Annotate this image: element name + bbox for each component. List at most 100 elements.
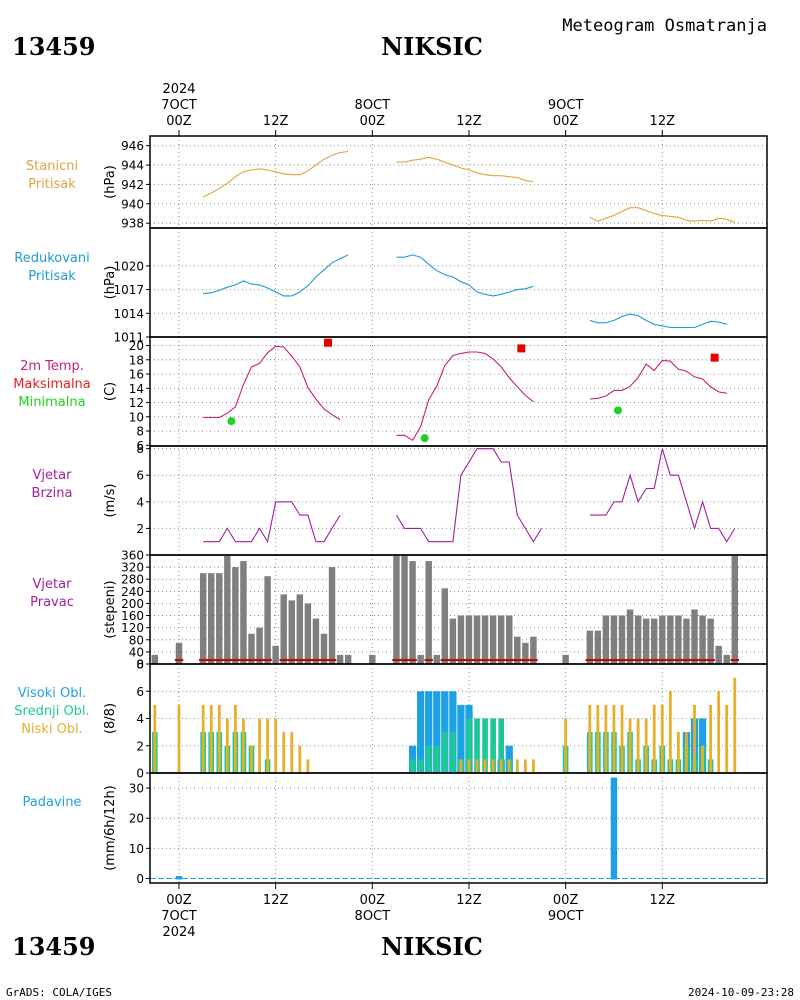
y-tick-label: 10 [129,410,144,424]
direction-bar [659,615,666,664]
direction-bar [449,618,457,664]
y-tick-label: 8 [136,658,144,672]
y-axis-label: (hPa) [103,266,118,300]
direction-base [311,659,321,661]
y-tick-label: 18 [129,353,144,367]
panel-label: Pravac [30,595,74,610]
direction-bar [586,630,594,664]
y-axis-label: (stepeni) [103,580,118,638]
panel-label: Redukovani [14,251,89,266]
direction-base [609,659,619,661]
low-cloud-bar [274,718,278,773]
low-cloud-bar [153,704,157,773]
direction-bar [626,609,634,664]
direction-bar [675,615,682,664]
direction-base [319,659,329,661]
y-tick-label: 1020 [113,259,144,273]
series-line [203,501,341,544]
low-cloud-bar [491,759,495,773]
plot-area [202,150,735,223]
low-cloud-bar [306,759,310,773]
y-tick-label: 0 [136,872,144,886]
y-tick-label: 946 [121,139,144,153]
low-cloud-bar [507,759,511,773]
direction-bar [216,573,223,664]
direction-bar [489,615,497,664]
y-tick-label: 940 [121,197,144,211]
direction-base [448,659,458,661]
direction-base [674,659,683,661]
y-tick-label: 200 [121,597,144,611]
direction-base [472,659,482,661]
direction-bar [497,615,505,664]
direction-bar [481,615,489,664]
low-cloud-bar [523,759,527,773]
direction-bar [731,555,739,664]
y-axis-label: (mm/6h/12h) [103,785,118,871]
mid-cloud-bar [433,745,440,773]
low-cloud-bar [668,691,672,773]
time-tick-label: 00Z [166,893,192,908]
series-line [396,351,534,442]
time-tick-label: 12Z [456,114,482,129]
panel-label: Padavine [23,795,82,810]
direction-base [650,659,659,661]
direction-base [593,659,603,661]
panel-label: Brzina [32,486,73,501]
direction-bar [207,573,215,664]
low-cloud-bar [298,745,302,773]
direction-base [303,659,313,661]
panel-station-pressure: Stanicni Pritisak (hPa) 938 940 942 944 946 [26,135,768,231]
direction-base [464,659,474,661]
direction-base [682,659,691,661]
low-cloud-bar [459,759,463,773]
footer-right: 2024-10-09-23:28 [688,986,794,999]
low-cloud-bar [483,759,487,773]
low-cloud-bar [266,718,270,773]
min-temp-point [227,417,236,426]
series-line [396,156,534,183]
panel-frame [149,227,768,338]
direction-base [698,659,707,661]
direction-bar [248,633,255,664]
panel-wind-direction: Vjetar Pravac (stepeni) 0408012016020024028… [30,549,768,672]
y-tick-label: 320 [121,561,144,575]
direction-base [521,659,530,661]
y-tick-label: 120 [121,621,144,635]
direction-bar [642,618,650,664]
low-cloud-bar [201,704,205,773]
y-tick-label: 942 [121,178,144,192]
direction-bar [634,615,642,664]
panel-label: Minimalna [18,395,85,410]
direction-base [231,659,240,661]
low-cloud-bar [532,759,535,773]
y-tick-label: 6 [136,685,144,699]
direction-base [279,659,288,661]
direction-bar [344,654,352,664]
direction-base [496,659,506,661]
y-tick-label: 2 [136,522,144,536]
low-cloud-bar [725,704,729,773]
precip-bar [610,777,618,880]
station-id-bottom: 13459 [12,932,96,961]
max-temp-point [324,338,333,347]
plot-area [203,254,727,329]
time-tick-label: 00Z [360,893,386,908]
low-cloud-bar [564,718,568,773]
time-tick-label: 2024 [162,925,195,940]
direction-bar [312,618,320,664]
y-tick-label: 20 [129,812,144,826]
direction-base [287,659,296,661]
y-tick-label: 2 [136,739,144,753]
plot-area [152,677,737,773]
direction-bar [473,615,481,664]
low-cloud-bar [290,732,294,773]
low-cloud-bar [604,704,608,773]
time-tick-label: 2024 [162,82,195,97]
direction-base [690,659,699,661]
direction-bar [667,615,674,664]
low-cloud-bar [733,677,737,773]
panel-label: Pritisak [28,269,76,284]
